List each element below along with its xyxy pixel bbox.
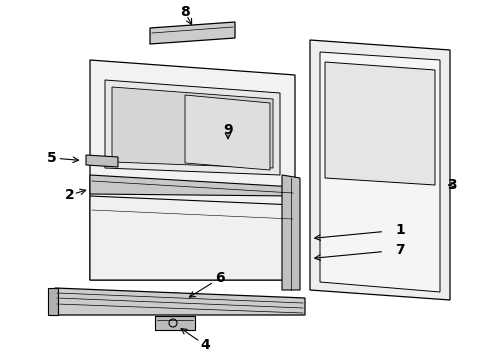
Polygon shape: [150, 22, 235, 44]
Text: 7: 7: [395, 243, 405, 257]
Text: 8: 8: [180, 5, 190, 19]
Polygon shape: [48, 288, 58, 315]
Text: 2: 2: [65, 188, 75, 202]
Text: 5: 5: [47, 151, 57, 165]
Polygon shape: [325, 62, 435, 185]
Polygon shape: [112, 87, 273, 168]
Polygon shape: [185, 95, 270, 170]
Polygon shape: [86, 155, 118, 167]
Polygon shape: [90, 175, 295, 196]
Polygon shape: [320, 52, 440, 292]
Text: 3: 3: [447, 178, 457, 192]
Text: 1: 1: [395, 223, 405, 237]
Text: 9: 9: [223, 123, 233, 137]
Text: 4: 4: [200, 338, 210, 352]
Polygon shape: [105, 80, 280, 175]
Polygon shape: [90, 60, 295, 280]
Polygon shape: [55, 288, 305, 315]
Polygon shape: [310, 40, 450, 300]
Text: 6: 6: [215, 271, 225, 285]
Polygon shape: [282, 175, 300, 290]
Polygon shape: [155, 316, 195, 330]
Polygon shape: [90, 196, 295, 280]
